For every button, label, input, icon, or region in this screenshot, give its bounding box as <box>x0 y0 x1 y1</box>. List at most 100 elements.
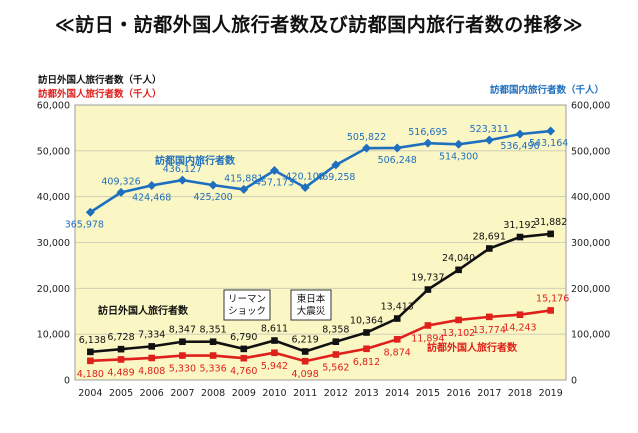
data-labels: 365,978 409,326 424,468 436,127 425,200 415,8… <box>65 124 570 380</box>
data-label: 4,489 <box>107 367 134 378</box>
data-point <box>424 286 432 293</box>
y-left-tick-label: 50,000 <box>37 146 70 157</box>
annotation-box <box>223 289 271 321</box>
gridlines <box>75 150 566 335</box>
x-tick-label: 2006 <box>140 388 164 399</box>
y-left-tick-label: 0 <box>64 376 70 387</box>
data-point <box>485 313 493 321</box>
data-point <box>271 349 278 357</box>
data-label: 28,691 <box>473 231 506 242</box>
data-point <box>363 345 370 353</box>
data-label: 7,334 <box>138 329 165 340</box>
x-tick-label: 2019 <box>539 388 563 399</box>
data-point <box>485 245 493 252</box>
series-layer <box>85 126 556 365</box>
x-tick-label: 2016 <box>447 388 471 399</box>
data-label: 6,219 <box>292 334 319 345</box>
data-point <box>363 329 370 336</box>
data-label: 4,760 <box>230 366 257 377</box>
data-label: 5,942 <box>261 361 288 372</box>
data-label: 5,336 <box>199 364 226 375</box>
data-point <box>393 336 401 343</box>
data-point <box>300 182 310 192</box>
annotation-text: 東日本 <box>297 293 326 305</box>
data-point <box>454 139 464 149</box>
data-label: 8,358 <box>322 325 349 336</box>
data-label: 424,468 <box>132 192 171 203</box>
data-label: 469,258 <box>316 172 355 183</box>
series-line <box>90 309 551 363</box>
plot-border <box>74 104 567 381</box>
x-tick-label: 2012 <box>324 388 348 399</box>
y-right-tick-label: 500,000 <box>571 146 610 157</box>
data-point <box>546 126 556 136</box>
data-point <box>424 322 432 329</box>
data-point <box>117 345 125 353</box>
data-label: 543,164 <box>529 138 568 149</box>
data-point <box>240 354 248 362</box>
data-point <box>301 348 309 355</box>
data-label: 5,562 <box>322 363 349 374</box>
data-point <box>393 315 401 322</box>
data-label: 4,180 <box>77 369 104 380</box>
series-line <box>90 232 551 354</box>
data-label: 505,822 <box>347 132 386 143</box>
annotation-text: リーマン <box>228 294 266 305</box>
series-name-label: 訪都外国人旅行者数 <box>427 341 518 354</box>
data-point <box>332 338 340 345</box>
data-label: 8,874 <box>384 347 411 358</box>
y-right-tick-label: 100,000 <box>571 330 610 341</box>
data-label: 5,330 <box>169 364 196 375</box>
x-tick-label: 2015 <box>416 388 440 399</box>
x-tick-label: 2017 <box>477 388 501 399</box>
data-point <box>269 165 279 175</box>
data-label: 8,351 <box>199 325 226 336</box>
y-right-tick-label: 400,000 <box>571 192 610 203</box>
x-tick-label: 2007 <box>170 388 194 399</box>
series-line <box>89 129 551 214</box>
data-point <box>516 233 524 241</box>
data-label: 31,192 <box>503 220 536 231</box>
x-tick-label: 2004 <box>78 388 102 399</box>
x-tick-label: 2011 <box>293 388 317 399</box>
series-name-label: 訪都国内旅行者数 <box>155 154 236 167</box>
x-tick-label: 2013 <box>354 388 378 399</box>
data-label: 8,347 <box>169 325 196 336</box>
series-name-label: 訪日外国人旅行者数 <box>98 304 189 317</box>
data-label: 409,326 <box>101 176 140 187</box>
data-label: 4,098 <box>292 369 319 380</box>
y-right-tick-label: 0 <box>571 376 577 387</box>
data-point <box>177 175 187 185</box>
data-point <box>87 357 94 365</box>
y-right-tick-label: 300,000 <box>571 238 610 249</box>
data-point <box>301 357 309 365</box>
data-point <box>331 160 341 170</box>
y-left-tick-label: 60,000 <box>37 101 70 112</box>
data-point <box>179 352 186 359</box>
data-point <box>147 180 157 190</box>
data-point <box>455 266 462 274</box>
data-label: 365,978 <box>65 219 104 230</box>
data-point <box>116 187 126 197</box>
data-label: 14,243 <box>503 323 536 334</box>
data-label: 8,611 <box>261 324 288 335</box>
data-point <box>148 343 156 350</box>
data-label: 31,882 <box>534 217 567 228</box>
data-point <box>117 356 125 363</box>
data-point <box>455 316 462 324</box>
data-label: 457,173 <box>255 177 294 188</box>
x-tick-label: 2008 <box>201 388 225 399</box>
data-point <box>332 351 340 358</box>
data-point <box>239 184 249 194</box>
annotation-text: ショック <box>228 306 266 317</box>
data-point <box>484 135 494 145</box>
x-tick-label: 2018 <box>508 388 532 399</box>
y-right-tick-label: 600,000 <box>571 101 610 112</box>
annotation-text: 大震災 <box>297 305 326 317</box>
data-point <box>148 354 156 362</box>
data-point <box>271 337 278 344</box>
data-label: 536,496 <box>500 141 539 152</box>
data-label: 6,812 <box>353 357 380 368</box>
data-label: 6,138 <box>79 335 106 346</box>
